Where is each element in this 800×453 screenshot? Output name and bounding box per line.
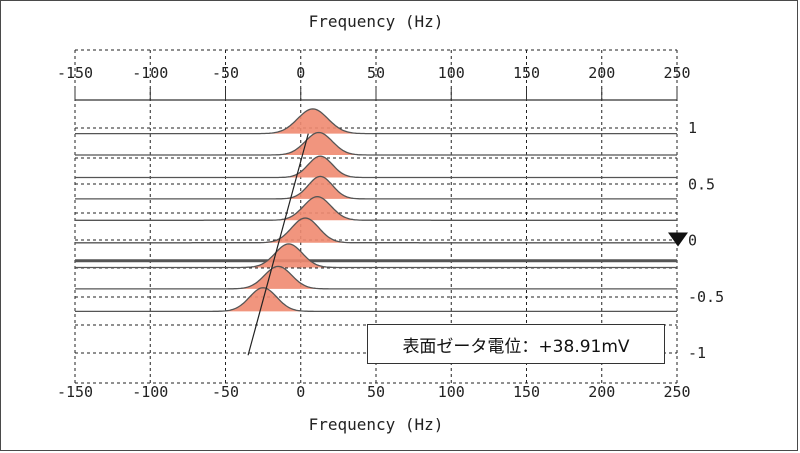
bottom-tick-label-5: 100 [438, 383, 465, 401]
top-tick-label-3: 0 [296, 64, 305, 82]
series-line-5 [75, 217, 677, 244]
bottom-tick-label-8: 250 [663, 383, 690, 401]
top-tick-label-7: 200 [588, 64, 615, 82]
top-tick-label-5: 100 [438, 64, 465, 82]
bottom-axis-title: Frequency (Hz) [309, 415, 444, 434]
bottom-tick-label-4: 50 [367, 383, 385, 401]
top-axis-title: Frequency (Hz) [309, 12, 444, 31]
series-peak-fill-6 [245, 243, 333, 268]
series-line-1 [75, 131, 677, 156]
top-tick-label-2: -50 [212, 64, 239, 82]
bottom-tick-label-6: 150 [513, 383, 540, 401]
series-line-3 [75, 175, 677, 200]
right-tick-label-2: 0 [688, 232, 697, 250]
top-tick-label-1: -100 [132, 64, 168, 82]
series-line-7 [75, 265, 677, 290]
series-peak-fill-1 [275, 132, 363, 155]
bottom-tick-label-1: -100 [132, 383, 168, 401]
series-line-6 [75, 243, 677, 269]
right-tick-label-3: -0.5 [688, 288, 724, 306]
top-tick-label-0: -150 [57, 64, 93, 82]
zero-marker-triangle [668, 232, 688, 247]
bottom-tick-label-0: -150 [57, 383, 93, 401]
bottom-tick-label-2: -50 [212, 383, 239, 401]
series-peak-fill-0 [264, 108, 361, 134]
right-tick-label-1: 0.5 [688, 175, 715, 193]
top-tick-label-6: 150 [513, 64, 540, 82]
right-tick-label-4: -1 [688, 344, 706, 362]
series-peak-fill-5 [261, 218, 349, 243]
series-peak-fill-4 [274, 196, 361, 221]
series-line-0 [75, 108, 677, 135]
top-tick-label-4: 50 [367, 64, 385, 82]
series-line-4 [75, 195, 677, 221]
series-line-2 [75, 155, 677, 179]
series-peak-fill-7 [234, 266, 322, 289]
bottom-tick-label-7: 200 [588, 383, 615, 401]
series-peak-fill-2 [281, 156, 359, 178]
bottom-tick-label-3: 0 [296, 383, 305, 401]
top-tick-label-8: 250 [663, 64, 690, 82]
peak-trend-line [247, 133, 309, 356]
zeta-potential-annotation: 表面ゼータ電位：+38.91mV [367, 324, 665, 364]
series-line-8 [75, 287, 677, 313]
right-tick-label-0: 1 [688, 119, 697, 137]
annotation-text: 表面ゼータ電位：+38.91mV [402, 336, 630, 357]
